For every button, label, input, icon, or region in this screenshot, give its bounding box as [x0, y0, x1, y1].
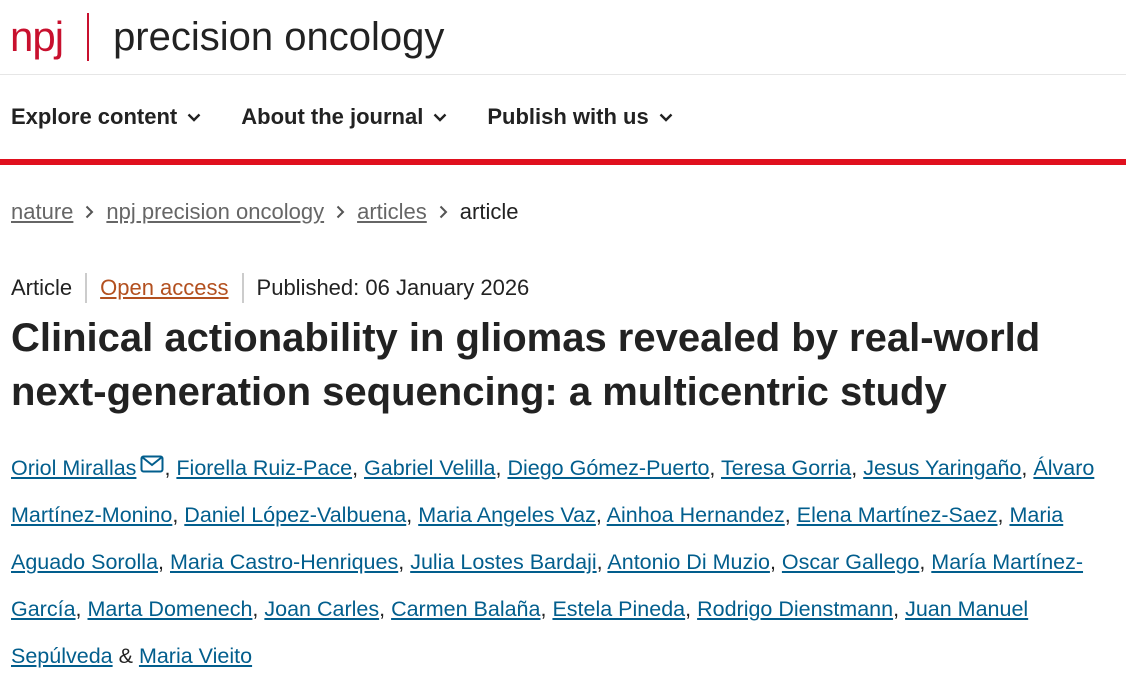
journal-name[interactable]: precision oncology [113, 14, 445, 59]
breadcrumb-current: article [459, 199, 519, 224]
author-link[interactable]: Estela Pineda [552, 597, 686, 621]
author-link[interactable]: Álvaro Martínez-Monino [11, 456, 1095, 527]
author-separator: , [769, 550, 776, 574]
author-link[interactable]: Rodrigo Dienstmann [697, 597, 894, 621]
breadcrumb-link[interactable]: nature [11, 199, 74, 224]
author-separator: , [172, 503, 179, 527]
nav-menu-button[interactable]: Publish with us [487, 104, 673, 130]
author-link[interactable]: Fiorella Ruiz-Pace [176, 456, 353, 480]
article-title: Clinical actionability in gliomas reveal… [11, 316, 1041, 414]
author-separator: , [893, 597, 900, 621]
author-link[interactable]: Ainhoa Hernandez [606, 503, 785, 527]
email-icon[interactable] [140, 455, 164, 473]
author-separator: , [851, 456, 858, 480]
author-link[interactable]: Daniel López-Valbuena [184, 503, 407, 527]
article-type: Article [11, 275, 73, 300]
author-link[interactable]: Joan Carles [264, 597, 380, 621]
author-link[interactable]: Maria Aguado Sorolla [11, 503, 1064, 574]
author-link[interactable]: Diego Gómez-Puerto [507, 456, 710, 480]
author-separator: , [164, 456, 171, 480]
breadcrumbs: nature npj precision oncology articles arti… [0, 199, 1126, 225]
nav-menu-button[interactable]: Explore content [11, 104, 201, 130]
author-separator: , [784, 503, 791, 527]
brand-logo[interactable]: npj [10, 13, 64, 60]
main-nav: Explore content About the journal Publish … [0, 75, 1126, 165]
breadcrumb-separator [439, 199, 448, 225]
open-access-link[interactable]: Open access [100, 275, 229, 300]
author-link[interactable]: Maria Vieito [138, 644, 253, 668]
author-separator: , [595, 503, 602, 527]
author-link[interactable]: Jesus Yaringaño [863, 456, 1022, 480]
article-meta: Article Open access Published: 06 Januar… [0, 273, 1126, 303]
author-link[interactable]: Maria Castro-Henriques [170, 550, 399, 574]
chevron-icon [187, 113, 201, 122]
chevron-icon [439, 205, 448, 219]
author-separator: , [1021, 456, 1028, 480]
author-link[interactable]: Elena Martínez-Saez [796, 503, 998, 527]
author-link[interactable]: Juan Manuel Sepúlveda [11, 597, 1029, 668]
author-link[interactable]: Antonio Di Muzio [607, 550, 770, 574]
author-separator: , [398, 550, 405, 574]
author-separator: , [919, 550, 926, 574]
chevron-icon [86, 205, 94, 219]
author-separator: , [540, 597, 547, 621]
meta-divider [85, 273, 88, 303]
author-separator: , [685, 597, 692, 621]
author-separator: , [379, 597, 386, 621]
author-link[interactable]: Marta Domenech [87, 597, 253, 621]
author-separator: , [709, 456, 716, 480]
author-separator: , [596, 550, 603, 574]
author-separator: , [252, 597, 259, 621]
breadcrumb-link[interactable]: npj precision oncology [106, 199, 325, 224]
author-separator: & [118, 644, 133, 668]
meta-divider [241, 273, 244, 303]
chevron-icon [433, 113, 447, 122]
breadcrumb-link[interactable]: articles [357, 199, 427, 224]
nav-label: About the journal [241, 104, 424, 129]
author-separator: , [406, 503, 413, 527]
author-link[interactable]: Oriol Mirallas [11, 456, 137, 480]
logo-divider [87, 13, 90, 61]
nav-label: Publish with us [487, 104, 649, 129]
breadcrumb-separator [85, 199, 94, 225]
nav-label: Explore content [11, 104, 178, 129]
chevron-icon [659, 113, 673, 122]
author-link[interactable]: Carmen Balaña [391, 597, 541, 621]
author-link[interactable]: María Martínez-García [11, 550, 1084, 621]
breadcrumb-separator [336, 199, 345, 225]
chevron-icon [336, 205, 345, 219]
author-separator: , [352, 456, 359, 480]
author-list: Oriol Mirallas, Fiorella Ruiz-Pace, Gabr… [11, 445, 1121, 680]
author-link[interactable]: Maria Angeles Vaz [418, 503, 596, 527]
author-separator: , [75, 597, 82, 621]
author-link[interactable]: Oscar Gallego [781, 550, 920, 574]
author-link[interactable]: Teresa Gorria [721, 456, 852, 480]
published-date: Published: 06 January 2026 [256, 275, 530, 300]
author-separator: , [158, 550, 165, 574]
author-separator: , [997, 503, 1004, 527]
author-link[interactable]: Julia Lostes Bardaji [410, 550, 597, 574]
author-link[interactable]: Gabriel Velilla [364, 456, 496, 480]
author-separator: , [495, 456, 502, 480]
nav-menu-button[interactable]: About the journal [241, 104, 447, 130]
site-header: npj precision oncology [0, 0, 1126, 75]
